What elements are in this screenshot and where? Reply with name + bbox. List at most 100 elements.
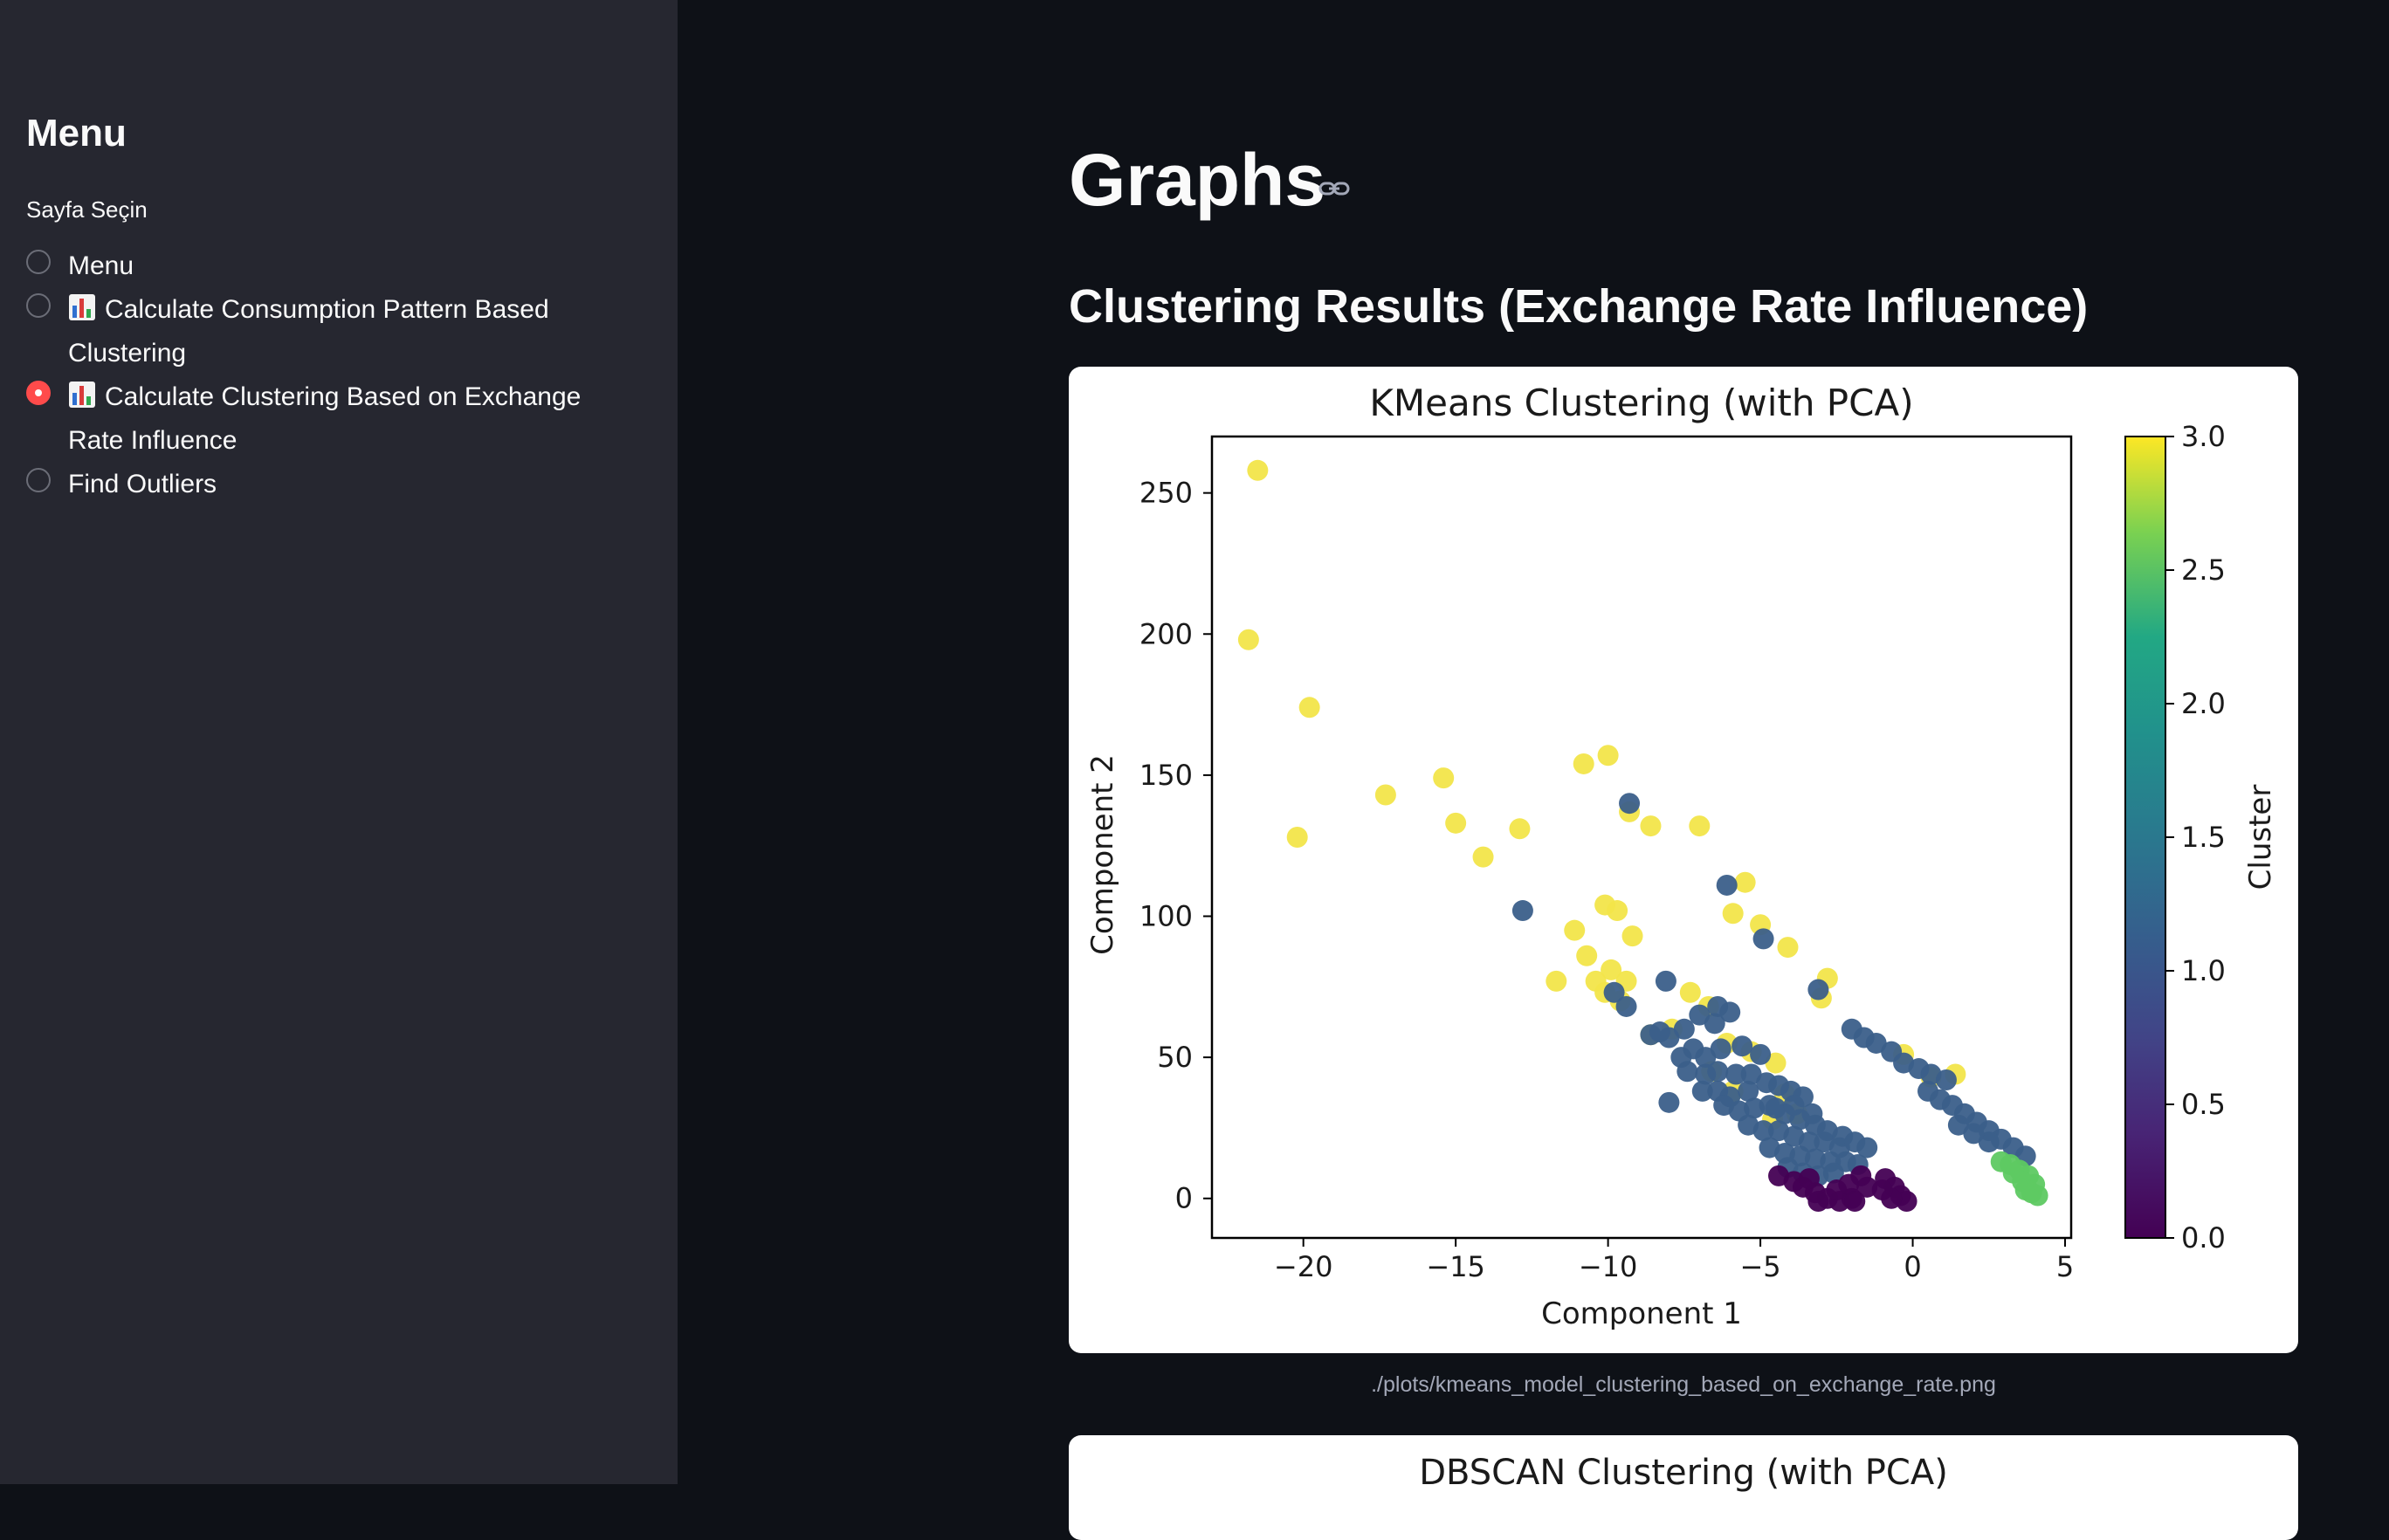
kmeans-scatter-chart: KMeans Clustering (with PCA) −20 −15 −10 −5 0… [1085,382,2278,1331]
scatter-point [1710,1038,1732,1060]
scatter-point [1865,1032,1887,1054]
x-tick-label: −10 [1579,1250,1638,1283]
scatter-point [1546,970,1567,992]
bar-chart-icon [69,294,95,320]
scatter-point [1445,812,1467,834]
x-tick-label: −5 [1739,1250,1780,1283]
dbscan-plot-title: DBSCAN Clustering (with PCA) [1419,1453,1948,1493]
radio-option[interactable]: Menu [26,244,637,288]
colorbar [2124,436,2166,1239]
scatter-point [1511,900,1533,922]
scatter-point [1615,995,1637,1017]
scatter-point [1807,1190,1829,1212]
scatter-point [1752,1120,1774,1142]
image-caption: ./plots/kmeans_model_clustering_based_on… [1371,1372,1996,1397]
section-subheader: Clustering Results (Exchange Rate Influe… [1069,280,2089,333]
scatter-point [1752,928,1774,950]
y-tick-label: 250 [1139,477,1193,510]
scatter-point [1374,784,1396,806]
radio-option-text: Calculate Consumption Pattern Based Clus… [68,295,549,368]
y-tick-label: 0 [1175,1182,1193,1215]
scatter-point [1603,981,1625,1003]
radio-checked-icon[interactable] [26,381,51,405]
colorbar-tick-label: 0.5 [2181,1088,2226,1121]
y-tick-label: 200 [1139,617,1193,650]
scatter-point [1621,925,1643,947]
scatter-point [1990,1151,2012,1172]
scatter-point [1822,1162,1844,1184]
x-tick-label: −15 [1426,1250,1485,1283]
scatter-point [1695,1047,1717,1069]
scatter-point [1472,846,1494,868]
y-tick-label: 150 [1139,759,1193,792]
x-axis-label: Component 1 [1541,1296,1742,1331]
scatter-point [1433,767,1455,789]
scatter-point [1576,945,1598,966]
scatter-point [1237,629,1259,650]
colorbar-tick-label: 3.0 [2181,420,2226,453]
scatter-point [1725,1063,1747,1085]
radio-option-label: Calculate Consumption Pattern Based Clus… [68,288,609,375]
scatter-point [1807,979,1829,1000]
link-anchor-icon[interactable] [1318,178,1350,199]
scatter-point [1573,753,1594,774]
scatter-point [1734,871,1756,893]
page-radio-group: Menu Calculate Consumption Pattern Based … [26,244,637,506]
kmeans-plot-image: KMeans Clustering (with PCA) −20 −15 −10 −5 0… [1069,367,2298,1353]
scatter-point [1947,1114,1969,1136]
scatter-point [1856,1137,1878,1158]
x-tick-label: 0 [1904,1250,1921,1283]
scatter-point [1619,793,1641,815]
scatter-point [1707,1061,1729,1083]
scatter-point [1750,1043,1772,1065]
radio-unchecked-icon[interactable] [26,293,51,318]
scatter-point [1601,959,1622,980]
bar-chart-icon [69,382,95,408]
scatter-point [1509,818,1531,840]
radio-option-label: Find Outliers [68,463,609,506]
x-tick-label: −20 [1274,1250,1333,1283]
x-tick-label: 5 [2056,1250,2074,1283]
radio-option-text: Find Outliers [68,470,217,498]
radio-option[interactable]: Calculate Consumption Pattern Based Clus… [26,288,637,375]
colorbar-tick-label: 2.0 [2181,687,2226,720]
y-tick-label: 100 [1139,900,1193,933]
radio-option[interactable]: Find Outliers [26,463,637,506]
scatter-point [1298,697,1320,718]
scatter-point [1740,1063,1762,1085]
colorbar-tick-label: 1.5 [2181,821,2226,854]
scatter-point [1689,1004,1711,1026]
scatter-point [1722,903,1744,925]
y-tick-label: 50 [1157,1041,1193,1074]
scatter-point [1607,900,1628,922]
scatter-point [1655,970,1676,992]
scatter-point [1871,1179,1893,1201]
colorbar-label: Cluster [2243,785,2278,890]
scatter-point [1935,1069,1957,1090]
colorbar-tick-label: 2.5 [2181,553,2226,587]
scatter-point [1765,1097,1787,1119]
scatter-point [1738,1080,1759,1102]
scatter-point [1844,1190,1866,1212]
radio-unchecked-icon[interactable] [26,250,51,274]
colorbar-tick-label: 0.0 [2181,1221,2226,1255]
chart-title: KMeans Clustering (with PCA) [1369,382,1913,424]
scatter-point [1691,1080,1713,1102]
scatter-point [1801,1103,1823,1124]
scatter-point [1704,1013,1725,1035]
page-select-label: Sayfa Seçin [26,196,148,223]
radio-option-label: Calculate Clustering Based on Exchange R… [68,375,609,463]
scatter-point [1649,1021,1670,1043]
scatter-point [1597,745,1619,767]
scatter-point [1719,1001,1741,1023]
radio-option[interactable]: Calculate Clustering Based on Exchange R… [26,375,637,463]
scatter-point [1963,1123,1985,1145]
sidebar-title: Menu [26,112,127,155]
scatter-point [1676,1061,1698,1083]
scatter-point [1978,1131,2000,1153]
scatter-point [1247,459,1269,481]
scatter-point [1640,815,1662,837]
scatter-point [1658,1091,1680,1113]
radio-unchecked-icon[interactable] [26,468,51,492]
scatter-point [1564,919,1586,941]
